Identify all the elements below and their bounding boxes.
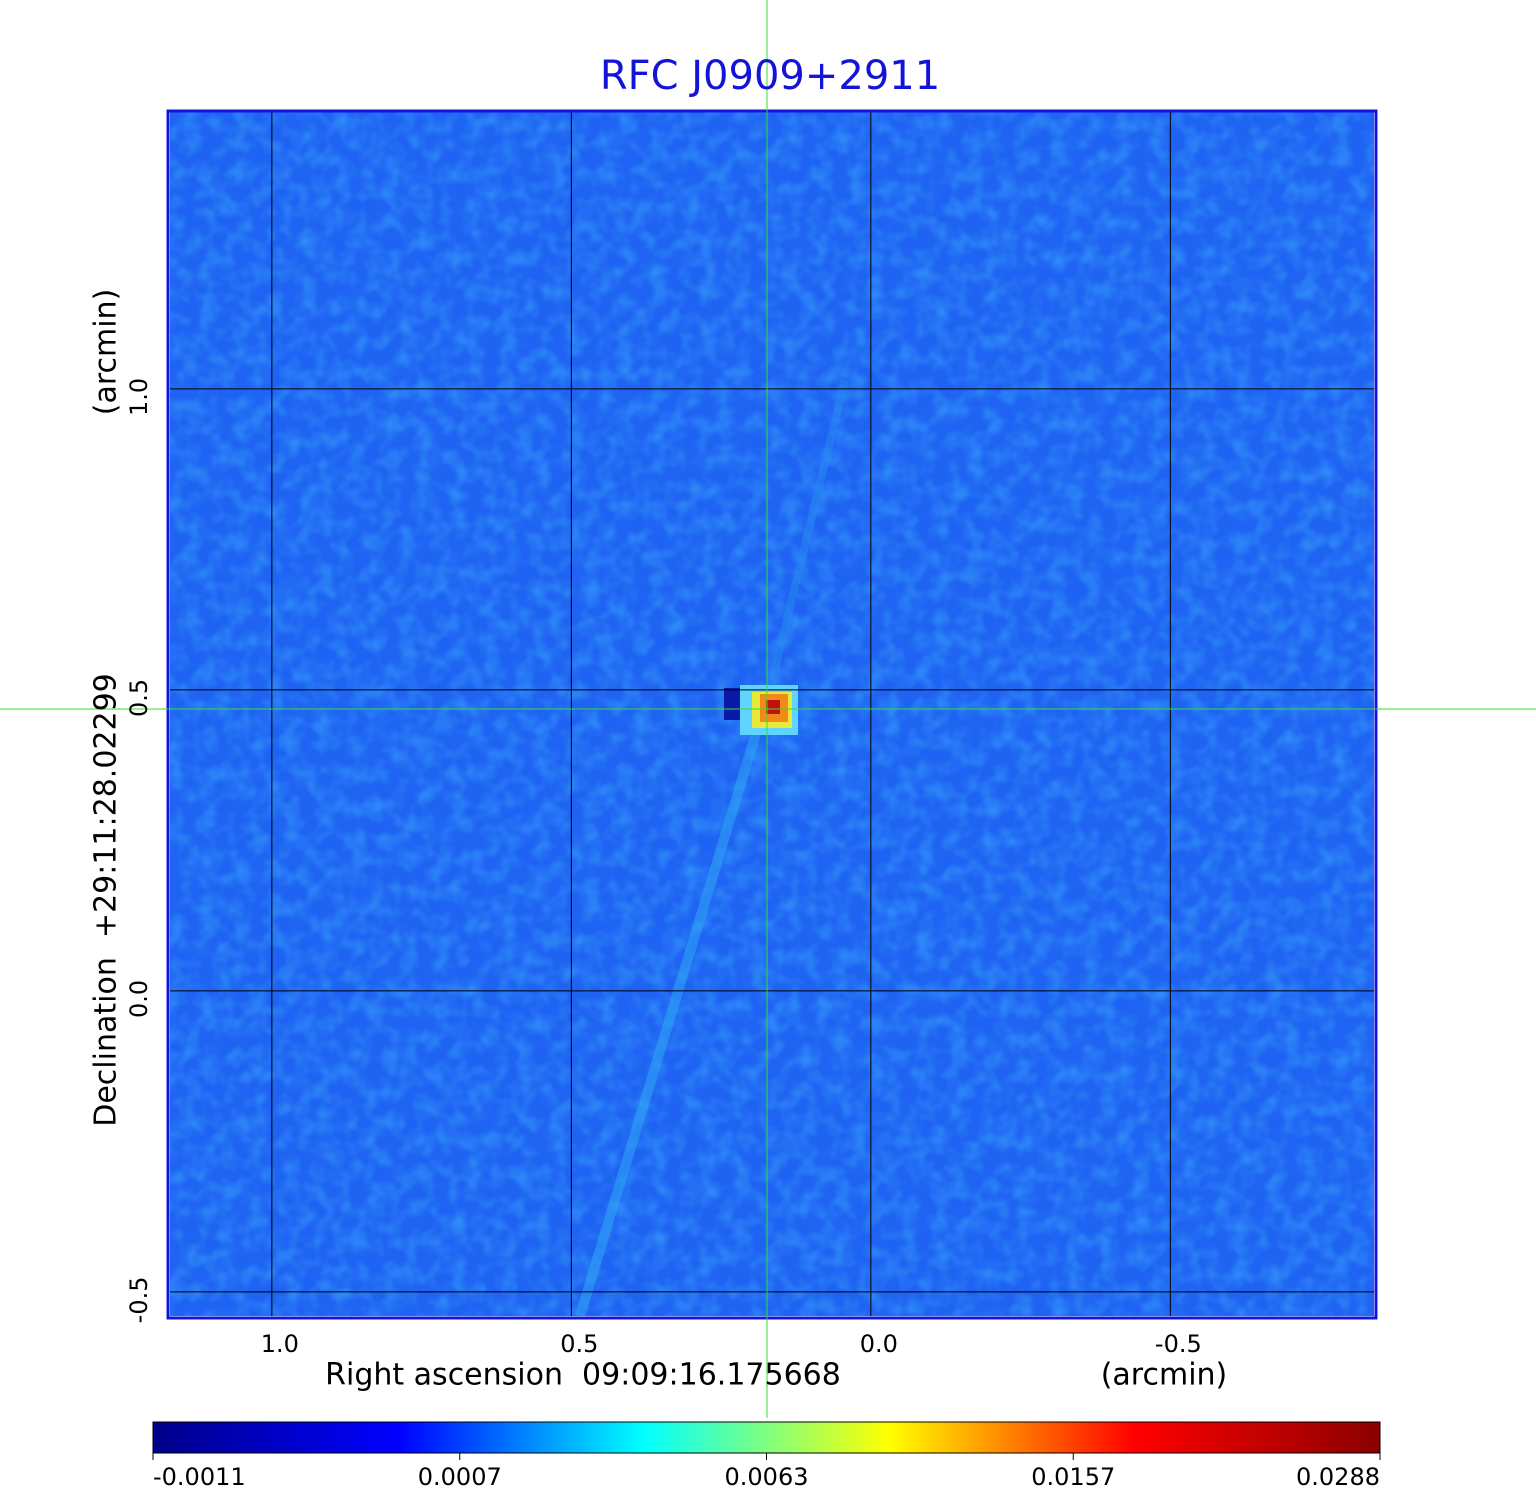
colorbar-tick-label: 0.0157 (1031, 1463, 1115, 1491)
y-axis-label: Declination +29:11:28.02299 (89, 673, 124, 1127)
plot-frame (166, 109, 1378, 1320)
x-tick-label: 0.5 (560, 1330, 598, 1358)
y-tick-label: 0.0 (125, 980, 153, 1018)
y-axis-unit: (arcmin) (89, 289, 124, 416)
image (170, 112, 1374, 1316)
x-tick-label: 0.0 (860, 1330, 898, 1358)
colorbar-tick-label: 0.0288 (1296, 1463, 1380, 1491)
colorbar-tick-label: 0.0007 (418, 1463, 502, 1491)
x-tick-label: -0.5 (1155, 1330, 1202, 1358)
x-axis-unit: (arcmin) (1101, 1358, 1228, 1393)
y-tick-label: 1.0 (125, 378, 153, 416)
y-tick-label: 0.5 (125, 679, 153, 717)
chart-title: RFC J0909+2911 (600, 53, 940, 99)
colorbar (152, 1421, 1381, 1454)
y-tick-label: -0.5 (125, 1277, 153, 1324)
colorbar-tick-label: 0.0063 (725, 1463, 809, 1491)
x-axis-label: Right ascension 09:09:16.175668 (325, 1358, 841, 1393)
colorbar-tick-label: -0.0011 (153, 1463, 246, 1491)
x-tick-label: 1.0 (261, 1330, 299, 1358)
